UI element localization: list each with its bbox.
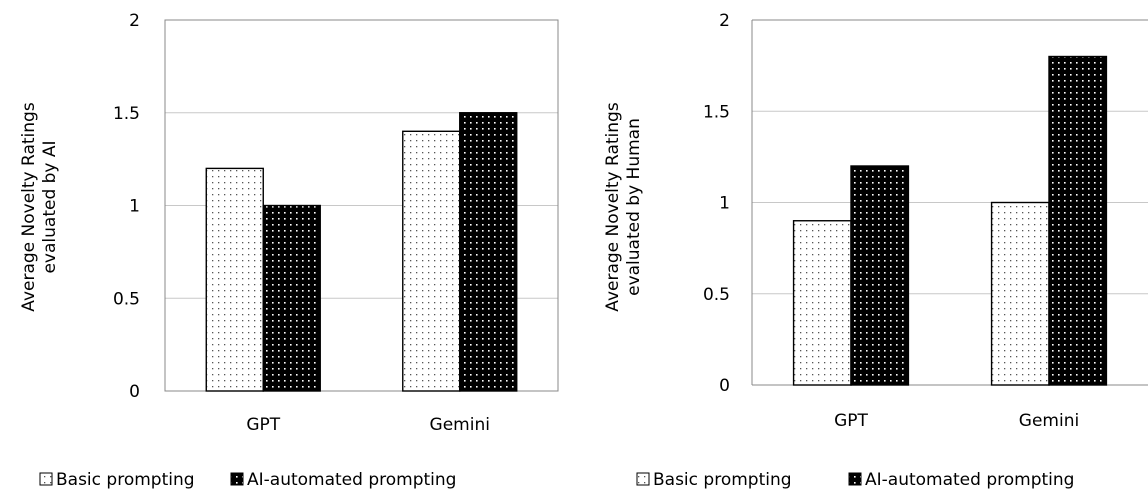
chart-panel-ai: Average Novelty Ratings evaluated by AI … [19,11,559,490]
legend-label-basic: Basic prompting [56,470,195,490]
legend-label-basic: Basic prompting [653,470,792,490]
y-axis-title-human: Average Novelty Ratings evaluated by Hum… [603,102,644,312]
legend-label-auto: AI-automated prompting [865,470,1074,490]
chart-panel-human: Average Novelty Ratings evaluated by Hum… [603,11,1148,490]
x-tick-label: Gemini [1019,411,1079,431]
legend-ai: Basic prompting AI-automated prompting [39,470,456,490]
legend-swatch-auto [848,472,862,486]
y-axis-title-line1: Average Novelty Ratings [603,102,623,312]
bar-auto-gpt [850,165,910,386]
bar-basic-gemini [990,201,1050,386]
y-tick-label: 1.5 [113,104,140,124]
y-axis-title-ai: Average Novelty Ratings evaluated by AI [19,102,60,312]
y-tick-label: 1 [129,197,140,217]
y-tick-label: 2 [129,11,140,31]
bar-basic-gpt [205,167,264,392]
y-axis-title-line1: Average Novelty Ratings [19,102,39,312]
legend-swatch-basic [636,472,650,486]
plot-area-human: 0 0.5 1 1.5 2 GPT Gemini [703,11,1148,431]
y-tick-label: 0.5 [113,289,140,309]
y-tick-label: 0 [719,376,730,396]
y-tick-label: 0.5 [703,285,730,305]
y-tick-label: 2 [719,11,730,31]
y-tick-label: 1 [719,194,730,214]
legend-swatch-auto [230,472,244,486]
y-tick-label: 0 [129,382,140,402]
y-tick-label: 1.5 [703,102,730,122]
bar-auto-gpt [262,204,321,392]
plot-border [164,19,559,392]
y-axis-title-line2: evaluated by AI [40,140,60,273]
bar-basic-gemini [402,130,461,392]
plot-area-ai: 0 0.5 1 1.5 2 GPT Gemini [113,11,559,435]
bar-auto-gemini [459,112,518,392]
bar-auto-gemini [1048,55,1108,386]
y-axis-title-line2: evaluated by Human [624,118,644,296]
legend-swatch-basic [39,472,53,486]
x-tick-label: GPT [834,411,868,431]
x-tick-label: Gemini [430,415,490,435]
legend-human: Basic prompting AI-automated prompting [636,470,1074,490]
bar-basic-gpt [792,220,852,386]
legend-label-auto: AI-automated prompting [247,470,456,490]
x-tick-label: GPT [246,415,280,435]
